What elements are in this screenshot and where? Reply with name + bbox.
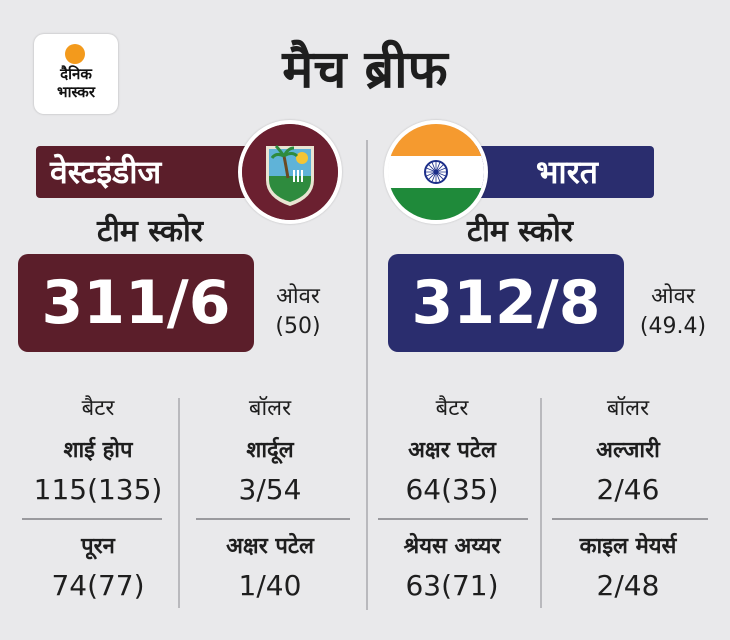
column-divider (178, 398, 180, 608)
team-score-label: टीम स्कोर (466, 214, 574, 249)
logo-line-1: दैनिक (60, 65, 92, 83)
batter-figure: 115(135) (33, 473, 163, 506)
batter-name: अक्षर पटेल (408, 438, 496, 463)
batters-header: बैटर (81, 396, 115, 421)
center-divider (366, 140, 368, 610)
bowler-figure: 1/40 (238, 569, 302, 602)
batters-header: बैटर (435, 396, 469, 421)
column-divider (540, 398, 542, 608)
bowler-name: अल्जारी (596, 438, 660, 463)
bowler-name: काइल मेयर्स (579, 534, 677, 559)
bowler-figure: 2/48 (596, 569, 660, 602)
sun-icon (65, 44, 85, 64)
team-score-value: 312/8 (388, 254, 624, 352)
bowlers-header: बॉलर (606, 396, 650, 421)
india-flag-icon (384, 120, 488, 224)
row-divider (22, 518, 162, 520)
team-score-value: 311/6 (18, 254, 254, 352)
batter-name: श्रेयस अय्यर (403, 534, 501, 559)
row-divider (378, 518, 528, 520)
dainik-bhaskar-logo: दैनिक भास्कर (34, 34, 118, 114)
batter-figure: 74(77) (51, 569, 145, 602)
bowler-name: अक्षर पटेल (226, 534, 314, 559)
row-divider (552, 518, 708, 520)
batter-figure: 64(35) (405, 473, 499, 506)
team-score-label: टीम स्कोर (96, 214, 204, 249)
bowlers-header: बॉलर (248, 396, 292, 421)
bowler-name: शार्दूल (246, 438, 294, 463)
batter-name: शाई होप (63, 438, 133, 463)
overs-value: (50) (275, 314, 321, 339)
page-title: मैच ब्रीफ (282, 40, 448, 100)
bowler-figure: 3/54 (238, 473, 302, 506)
batter-figure: 63(71) (405, 569, 499, 602)
west-indies-logo-icon (238, 120, 342, 224)
overs-label: ओवर (276, 284, 320, 309)
batter-name: पूरन (81, 534, 115, 559)
bowler-figure: 2/46 (596, 473, 660, 506)
row-divider (196, 518, 350, 520)
overs-value: (49.4) (639, 314, 707, 339)
logo-line-2: भास्कर (57, 83, 95, 101)
overs-label: ओवर (651, 284, 695, 309)
